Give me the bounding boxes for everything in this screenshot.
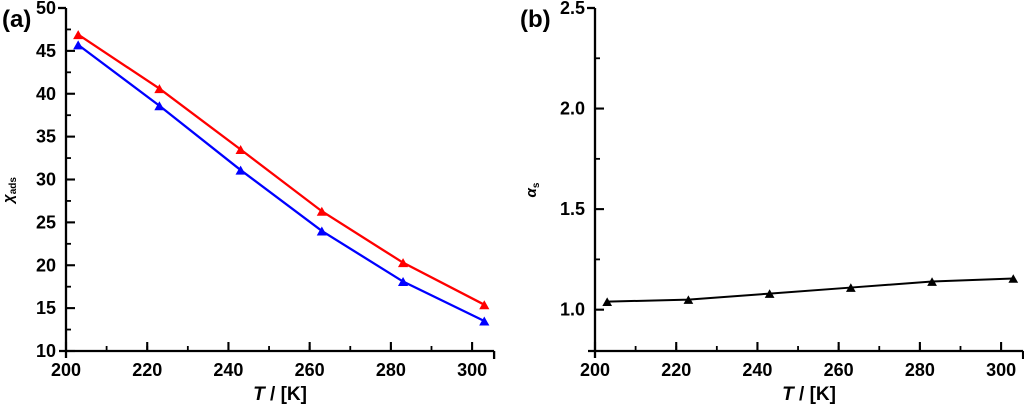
- svg-text:220: 220: [132, 360, 162, 380]
- svg-text:50: 50: [36, 0, 56, 18]
- svg-text:T / [K]: T / [K]: [253, 384, 307, 405]
- svg-text:260: 260: [824, 360, 854, 380]
- svg-text:(b): (b): [520, 6, 551, 33]
- svg-text:10: 10: [36, 341, 56, 361]
- svg-text:40: 40: [36, 84, 56, 104]
- svg-text:2.0: 2.0: [560, 99, 585, 119]
- svg-text:240: 240: [742, 360, 772, 380]
- svg-text:T / [K]: T / [K]: [782, 384, 836, 405]
- svg-text:35: 35: [36, 127, 56, 147]
- svg-text:1.0: 1.0: [560, 300, 585, 320]
- svg-text:20: 20: [36, 255, 56, 275]
- svg-text:2.5: 2.5: [560, 0, 585, 18]
- svg-text:30: 30: [36, 170, 56, 190]
- svg-text:(a): (a): [2, 6, 31, 33]
- svg-text:300: 300: [986, 360, 1016, 380]
- svg-text:280: 280: [376, 360, 406, 380]
- svg-text:280: 280: [905, 360, 935, 380]
- svg-text:220: 220: [661, 360, 691, 380]
- svg-text:240: 240: [213, 360, 243, 380]
- svg-text:25: 25: [36, 212, 56, 232]
- svg-text:15: 15: [36, 298, 56, 318]
- svg-text:1.5: 1.5: [560, 199, 585, 219]
- svg-text:300: 300: [457, 360, 487, 380]
- svg-text:200: 200: [51, 360, 81, 380]
- svg-text:260: 260: [295, 360, 325, 380]
- svg-text:45: 45: [36, 41, 56, 61]
- svg-text:200: 200: [580, 360, 610, 380]
